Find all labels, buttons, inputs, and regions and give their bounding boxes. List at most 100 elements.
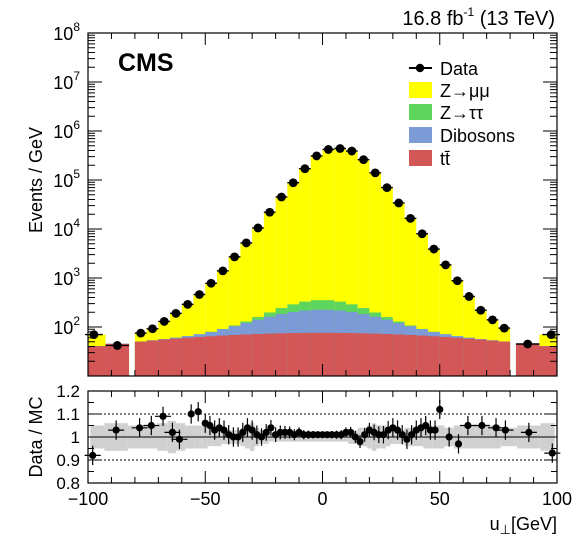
data-point: [312, 151, 322, 161]
legend-label-zmumu: Z→μμ: [440, 81, 490, 101]
legend-item-zmumu: Z→μμ: [409, 81, 490, 101]
hist-bin-ttbar: [381, 333, 393, 376]
ratio-point: [206, 421, 214, 430]
hist-bin-ttbar: [357, 333, 370, 376]
data-point: [476, 305, 486, 315]
cms-label: CMS: [118, 49, 174, 77]
ratio-point: [175, 435, 184, 443]
hist-bin-zmumu: [216, 270, 229, 376]
ratio-point: [361, 431, 369, 439]
data-point: [148, 324, 157, 334]
ratio-x-axis: −100 −50 0 50 100: [68, 391, 572, 509]
hist-bin-ttbar: [416, 335, 429, 376]
hist-bin-ttbar: [439, 336, 452, 376]
hist-bin-zmumu: [310, 155, 323, 376]
legend-item-ztautau: Z→ττ: [409, 103, 483, 123]
data-point: [359, 155, 368, 165]
ratio-points: [84, 399, 561, 466]
hist-bin-zmumu: [357, 159, 370, 376]
hist-bin-ttbar: [181, 337, 194, 376]
main-x-ticks: [87, 33, 558, 376]
stacked-histograms: [88, 148, 557, 376]
hist-bin-zmumu: [404, 218, 417, 376]
hist-bin-ttbar: [170, 338, 182, 376]
ratio-point: [112, 426, 120, 434]
data-point: [417, 229, 427, 239]
ratio-y-axis: 0.8 0.9 1 1.1 1.2: [56, 382, 557, 493]
ratio-point: [356, 438, 364, 446]
x-tick-label: 0: [317, 489, 327, 509]
hist-bin-ttbar: [146, 340, 159, 376]
hist-bin-ttbar: [474, 339, 487, 376]
y-tick-label: 108: [53, 20, 80, 44]
y-tick-label: 106: [53, 118, 80, 142]
ratio-point: [379, 431, 388, 439]
ratio-plot-panel: 0.8 0.9 1 1.1 1.2 −100 −50 0 50 100 Data / MC u⊥…: [26, 382, 572, 537]
data-point: [464, 292, 474, 301]
data-points: [85, 144, 560, 350]
ratio-point: [135, 424, 144, 432]
data-point: [171, 308, 181, 318]
ratio-y-tick-label: 1: [71, 428, 80, 447]
data-point: [335, 144, 345, 153]
ratio-point: [267, 424, 275, 432]
hist-bin-zmumu: [463, 296, 475, 376]
data-point: [441, 260, 451, 270]
main-plot-panel: 102 103 104 105 106 107 108 CMS Events / GeV D…: [26, 20, 560, 377]
ratio-point: [393, 426, 402, 434]
data-point: [277, 192, 286, 202]
hist-bin-ttbar: [428, 336, 440, 376]
hist-bin-ttbar: [310, 332, 323, 376]
ratio-y-tick-label: 0.9: [56, 451, 80, 470]
ratio-point: [248, 426, 256, 434]
ratio-point: [194, 408, 202, 416]
y-tick-label: 102: [53, 314, 80, 338]
ratio-point: [478, 421, 486, 430]
ratio-point: [445, 433, 453, 441]
ratio-point: [262, 428, 270, 436]
ratio-point: [501, 426, 510, 434]
hist-bin-ttbar: [392, 334, 405, 376]
legend: Data Z→μμ Z→ττ Dibosons tt̄: [409, 59, 515, 169]
x-tick-label: −100: [68, 489, 109, 509]
data-point: [323, 145, 333, 154]
ratio-point: [436, 405, 444, 413]
hist-bin-zmumu: [299, 168, 311, 376]
ratio-point: [454, 440, 463, 448]
ratio-point: [159, 412, 167, 420]
ratio-point: [147, 421, 155, 430]
ratio-point: [525, 428, 533, 436]
hist-bin-ttbar: [252, 333, 264, 376]
data-point: [230, 252, 239, 262]
legend-label-dibosons: Dibosons: [440, 126, 515, 146]
data-point: [288, 178, 298, 188]
data-point: [218, 266, 228, 276]
y-tick-label: 105: [53, 167, 80, 191]
luminosity-label: 16.8 fb-1 (13 TeV): [402, 5, 555, 30]
hist-bin-ttbar: [345, 333, 358, 376]
data-point: [241, 238, 251, 248]
data-point: [488, 315, 497, 325]
y-tick-label: 103: [53, 265, 80, 289]
hist-bin-zmumu: [392, 202, 405, 376]
hist-bin-zmumu: [439, 264, 452, 376]
hist-bin-ttbar: [275, 333, 288, 376]
hist-bin-ttbar: [216, 335, 229, 376]
ratio-point: [234, 433, 242, 441]
hist-bin-zmumu: [381, 187, 393, 376]
hist-bin-ttbar: [287, 333, 300, 376]
legend-item-data: Data: [409, 59, 479, 79]
ratio-point: [239, 428, 247, 436]
hist-bin-ttbar: [515, 343, 540, 376]
ratio-point: [548, 449, 556, 457]
hist-bin-zmumu: [252, 227, 264, 376]
ratio-point: [220, 426, 228, 434]
hist-bin-ttbar: [463, 338, 475, 376]
legend-item-dibosons: Dibosons: [409, 126, 515, 146]
ratio-point: [187, 410, 195, 418]
data-point: [499, 323, 509, 333]
data-point: [370, 168, 380, 178]
hist-bin-ttbar: [539, 346, 557, 376]
hist-bin-zmumu: [369, 172, 382, 376]
hist-bin-zmumu: [275, 196, 288, 376]
